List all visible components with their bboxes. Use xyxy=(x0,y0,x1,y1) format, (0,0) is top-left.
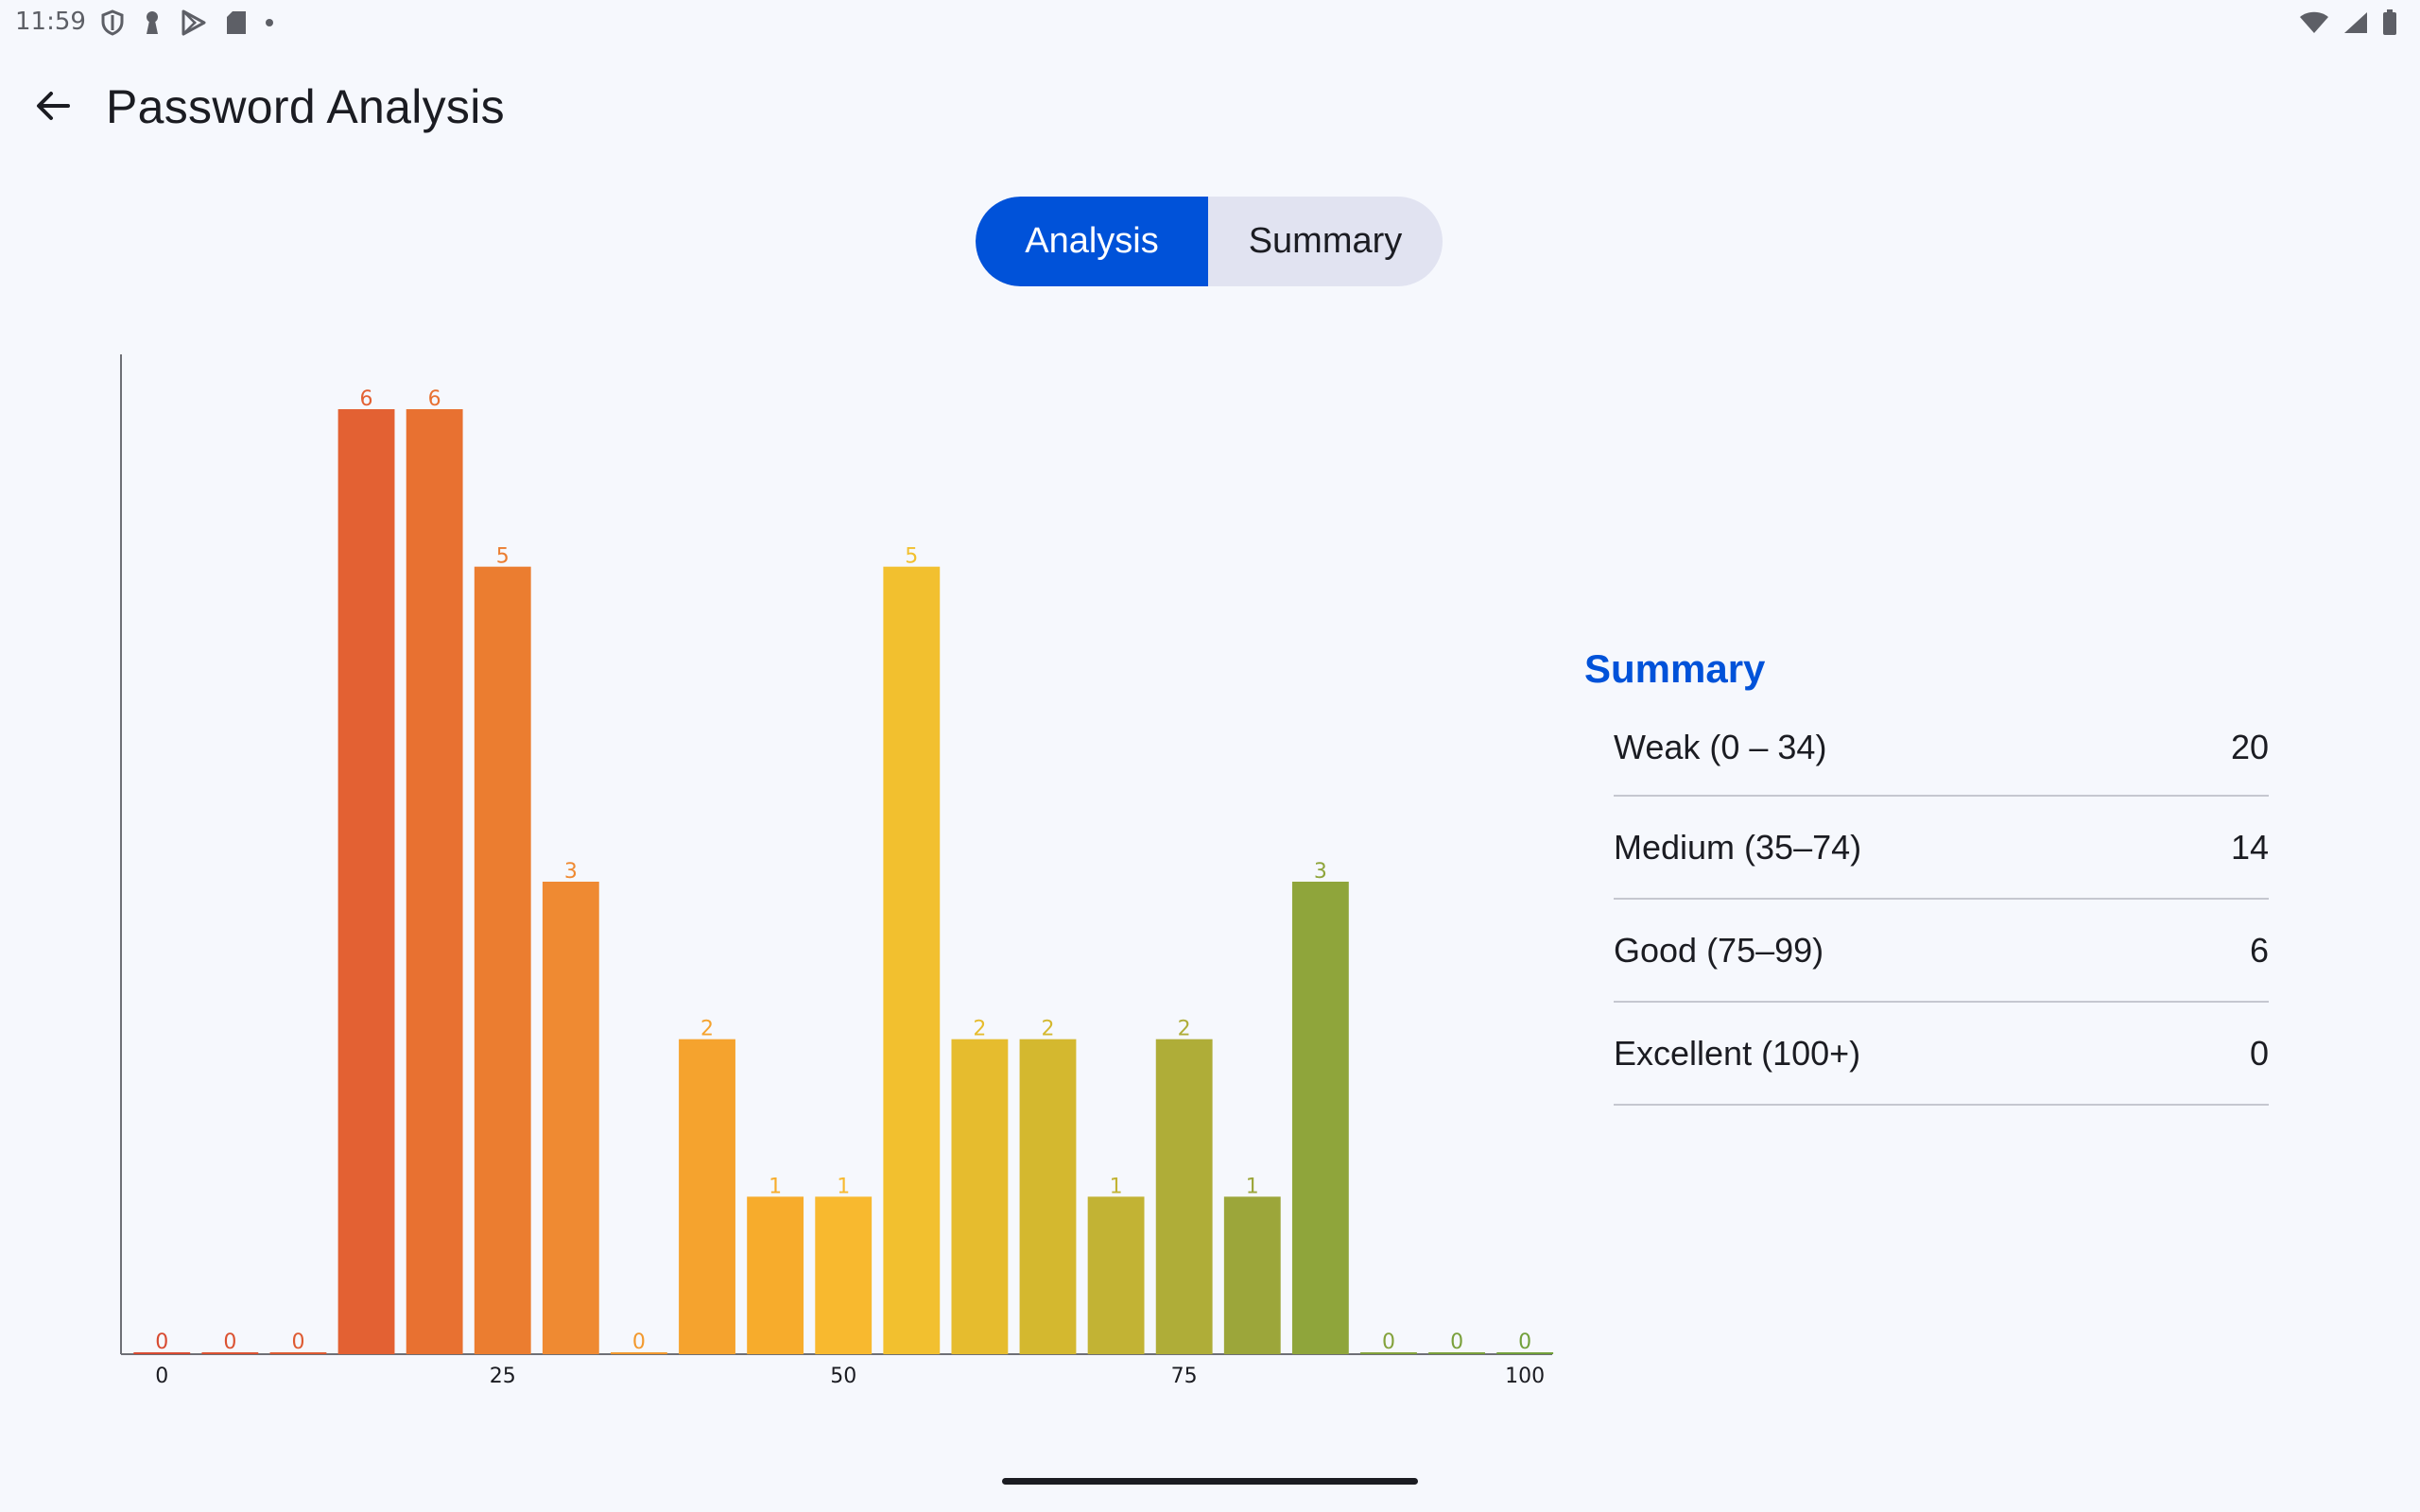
histogram-bar xyxy=(406,409,463,1354)
summary-row-value: 14 xyxy=(2230,827,2269,867)
arrow-back-icon xyxy=(34,87,72,129)
bar-value-label: 3 xyxy=(1314,860,1327,884)
bar-value-label: 0 xyxy=(1382,1331,1395,1354)
summary-title: Summary xyxy=(1584,646,1766,691)
histogram-bar xyxy=(815,1196,873,1354)
gesture-navigation-bar[interactable] xyxy=(1002,1478,1418,1485)
summary-row-value: 20 xyxy=(2230,727,2269,766)
segmented-tabs: Analysis Summary xyxy=(976,197,1443,286)
password-strength-histogram: 0 0 0 6 6 5 3 0 2 1 1 5 2 2 1 2 1 3 0 0 0 0 25 50 75 100 xyxy=(0,340,1588,1399)
bar-value-label: 2 xyxy=(1041,1018,1054,1041)
histogram-bar xyxy=(951,1039,1009,1354)
sd-card-icon xyxy=(225,9,248,36)
bar-value-label: 2 xyxy=(1178,1018,1191,1041)
play-store-icon xyxy=(180,9,208,36)
bar-value-label: 0 xyxy=(1518,1331,1531,1354)
dot-icon xyxy=(265,18,274,27)
bar-value-label: 1 xyxy=(1110,1175,1123,1198)
bar-value-label: 0 xyxy=(223,1331,236,1354)
bar-value-label: 2 xyxy=(973,1018,986,1041)
top-app-bar: Password Analysis xyxy=(0,66,2420,146)
x-tick-label: 0 xyxy=(155,1365,168,1388)
summary-panel: Summary Weak (0 – 34) 20 Medium (35–74) … xyxy=(1584,639,2269,1106)
signal-icon xyxy=(2342,10,2369,35)
tab-analysis[interactable]: Analysis xyxy=(976,197,1208,286)
histogram-bar xyxy=(747,1196,804,1354)
summary-row-excellent: Excellent (100+) 0 xyxy=(1614,1003,2269,1106)
bar-value-label: 6 xyxy=(428,387,441,411)
status-time: 11:59 xyxy=(15,8,86,36)
histogram-bar xyxy=(337,409,395,1354)
histogram-bar xyxy=(1223,1196,1281,1354)
summary-row-medium: Medium (35–74) 14 xyxy=(1614,797,2269,900)
summary-row-label: Excellent (100+) xyxy=(1614,1033,1861,1073)
summary-row-label: Medium (35–74) xyxy=(1614,827,1862,867)
histogram-bar xyxy=(1155,1039,1213,1354)
histogram-bar xyxy=(1428,1352,1485,1354)
summary-row-value: 6 xyxy=(2249,930,2269,970)
shield-icon xyxy=(100,9,125,36)
bar-value-label: 2 xyxy=(700,1018,714,1041)
x-tick-label: 75 xyxy=(1171,1365,1198,1388)
summary-row-label: Weak (0 – 34) xyxy=(1614,727,1827,766)
bar-value-label: 6 xyxy=(360,387,373,411)
histogram-bar xyxy=(611,1352,667,1354)
summary-list: Weak (0 – 34) 20 Medium (35–74) 14 Good … xyxy=(1614,699,2269,1106)
bar-value-label: 1 xyxy=(769,1175,782,1198)
histogram-bar xyxy=(1291,882,1349,1354)
histogram-bar xyxy=(1360,1352,1417,1354)
bar-value-label: 0 xyxy=(632,1331,646,1354)
back-button[interactable] xyxy=(23,77,83,138)
histogram-bar xyxy=(201,1352,259,1354)
bar-value-label: 3 xyxy=(564,860,578,884)
x-tick-label: 25 xyxy=(490,1365,516,1388)
wifi-icon xyxy=(2299,10,2329,35)
summary-row-value: 0 xyxy=(2249,1033,2269,1073)
histogram-bar xyxy=(542,882,599,1354)
bar-value-label: 5 xyxy=(905,545,918,569)
keyhole-icon xyxy=(142,9,163,36)
bar-value-label: 1 xyxy=(837,1175,850,1198)
x-tick-label: 50 xyxy=(830,1365,856,1388)
bar-value-label: 5 xyxy=(496,545,510,569)
summary-row-good: Good (75–99) 6 xyxy=(1614,900,2269,1003)
bar-value-label: 0 xyxy=(1450,1331,1463,1354)
summary-row-weak: Weak (0 – 34) 20 xyxy=(1614,699,2269,797)
summary-row-label: Good (75–99) xyxy=(1614,930,1824,970)
histogram-bar xyxy=(1087,1196,1145,1354)
histogram-bar xyxy=(133,1352,191,1354)
histogram-bar xyxy=(679,1039,735,1354)
histogram-bar xyxy=(883,566,941,1354)
bar-value-label: 0 xyxy=(155,1331,168,1354)
status-icons-left xyxy=(100,9,274,36)
histogram-svg: 0 0 0 6 6 5 3 0 2 1 1 5 2 2 1 2 1 3 0 0 0 0 25 50 75 100 xyxy=(120,354,1554,1388)
bar-value-label: 1 xyxy=(1246,1175,1259,1198)
status-icons-right xyxy=(2299,9,2397,36)
battery-icon xyxy=(2382,9,2397,36)
histogram-bar xyxy=(269,1352,327,1354)
bar-value-label: 0 xyxy=(291,1331,304,1354)
x-tick-label: 100 xyxy=(1505,1365,1545,1388)
histogram-bar xyxy=(474,566,531,1354)
status-bar: 11:59 xyxy=(0,0,2420,47)
histogram-bar xyxy=(1496,1352,1554,1354)
tab-summary[interactable]: Summary xyxy=(1248,221,1403,261)
page-title: Password Analysis xyxy=(106,80,505,133)
histogram-bar xyxy=(1019,1039,1077,1354)
